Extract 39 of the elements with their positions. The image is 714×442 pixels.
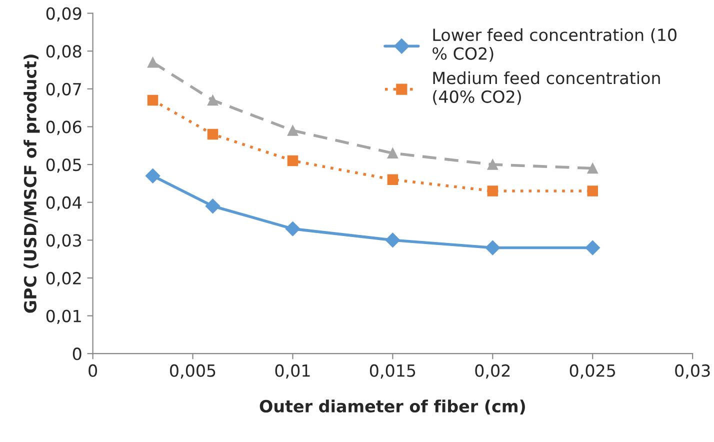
point: [487, 186, 498, 196]
point: [205, 198, 220, 214]
point: [387, 148, 398, 159]
y-axis-title: GPC (USD/MSCF of product): [24, 54, 40, 313]
point: [147, 94, 158, 106]
x-tick-label: 0,025: [570, 364, 616, 379]
x-tick-label: 0,005: [170, 364, 216, 379]
x-tick-label: 0,03: [675, 364, 710, 379]
y-tick-label: 0,08: [46, 45, 82, 60]
x-tick-label: 0,015: [370, 364, 416, 379]
x-axis-title: Outer diameter of fiber (cm): [260, 400, 525, 414]
point: [285, 221, 300, 236]
point: [587, 162, 598, 174]
x-tick-label: 0: [88, 364, 98, 377]
y-tick-label: 0,07: [46, 82, 81, 98]
y-tick-label: 0,09: [46, 7, 82, 22]
point: [587, 186, 598, 196]
point: [485, 240, 500, 256]
y-tick-label: 0,04: [46, 196, 82, 211]
point: [387, 174, 398, 186]
y-tick-label: 0,03: [46, 234, 82, 248]
x-tick-label: 0,01: [275, 364, 310, 379]
y-tick-label: 0,05: [46, 158, 81, 173]
legend-label: Medium feed concentration (40% CO2): [433, 71, 660, 105]
point: [487, 159, 498, 170]
y-tick-label: 0,01: [46, 310, 81, 324]
y-tick-label: 0,06: [46, 120, 82, 135]
legend-label: Lower feed concentration (10 % CO2): [432, 28, 676, 62]
point: [207, 128, 218, 140]
point: [207, 94, 218, 106]
y-tick-label: 0: [72, 348, 82, 360]
y-tick-label: 0,02: [46, 272, 81, 286]
x-tick-label: 0,02: [475, 364, 510, 379]
point: [145, 168, 160, 184]
point: [585, 240, 600, 256]
point: [385, 232, 400, 248]
point: [287, 155, 298, 166]
point: [287, 125, 298, 136]
point: [147, 57, 158, 68]
